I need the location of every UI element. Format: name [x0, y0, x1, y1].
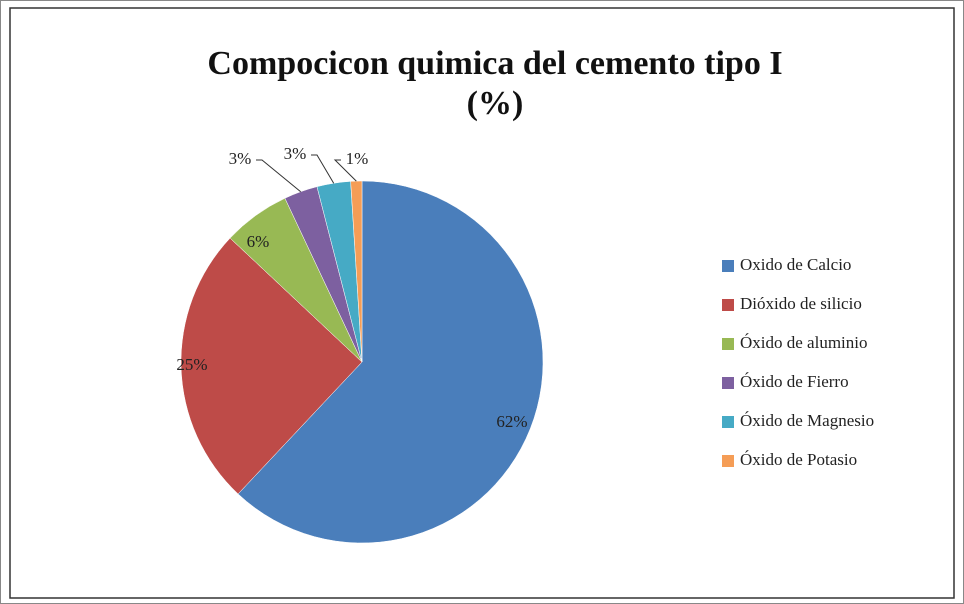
chart-title: (%) — [467, 85, 524, 122]
legend-swatch — [722, 260, 734, 272]
data-label: 25% — [176, 355, 207, 374]
data-label: 3% — [229, 149, 252, 168]
leader-line — [333, 159, 357, 182]
data-label: 3% — [284, 144, 307, 163]
legend-swatch — [722, 377, 734, 389]
pie-slice — [180, 237, 363, 495]
legend-swatch — [722, 416, 734, 428]
legend-swatch — [722, 338, 734, 350]
data-label: 1% — [346, 149, 369, 168]
legend-label: Óxido de Potasio — [740, 450, 857, 469]
legend-label: Oxido de Calcio — [740, 255, 851, 274]
data-label: 6% — [247, 232, 270, 251]
leader-line — [256, 159, 302, 193]
pie-slice — [237, 180, 544, 544]
legend-swatch — [722, 455, 734, 467]
legend-label: Dióxido de silicio — [740, 294, 862, 313]
legend-label: Óxido de aluminio — [740, 333, 867, 352]
chart-title: Compocicon quimica del cemento tipo I — [207, 45, 782, 82]
leader-line — [311, 154, 335, 184]
legend-label: Óxido de Fierro — [740, 372, 849, 391]
legend-label: Óxido de Magnesio — [740, 411, 874, 430]
data-label: 62% — [496, 412, 527, 431]
legend-swatch — [722, 299, 734, 311]
